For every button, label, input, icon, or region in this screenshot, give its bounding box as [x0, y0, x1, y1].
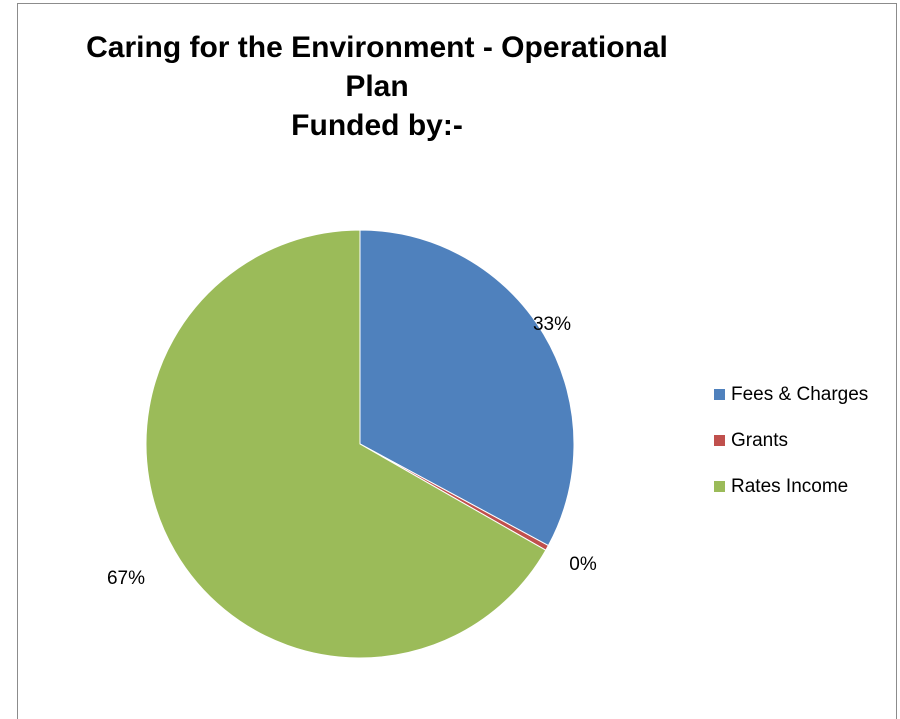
- legend: Fees & Charges Grants Rates Income: [714, 384, 868, 522]
- legend-item-grants: Grants: [714, 430, 868, 451]
- data-label-fees: 33%: [533, 314, 571, 335]
- data-label-rates: 67%: [107, 568, 145, 589]
- legend-swatch-grants: [714, 435, 725, 446]
- chart-title-line-2: Plan: [345, 70, 409, 103]
- legend-label-grants: Grants: [731, 429, 789, 451]
- pie-slice-rates: [145, 229, 547, 659]
- legend-swatch-rates: [714, 481, 725, 492]
- data-label-grants: 0%: [569, 554, 597, 575]
- legend-item-rates: Rates Income: [714, 476, 868, 497]
- chart-title-line-1: Caring for the Environment - Operational: [86, 31, 668, 64]
- legend-swatch-fees: [714, 389, 725, 400]
- legend-item-fees: Fees & Charges: [714, 384, 868, 405]
- chart-title-line-3: Funded by:-: [291, 109, 463, 142]
- pie-slice-fees: [359, 229, 575, 547]
- chart-title: Caring for the Environment - Operational…: [17, 28, 737, 145]
- legend-label-rates: Rates Income: [731, 475, 849, 497]
- legend-label-fees: Fees & Charges: [731, 383, 869, 405]
